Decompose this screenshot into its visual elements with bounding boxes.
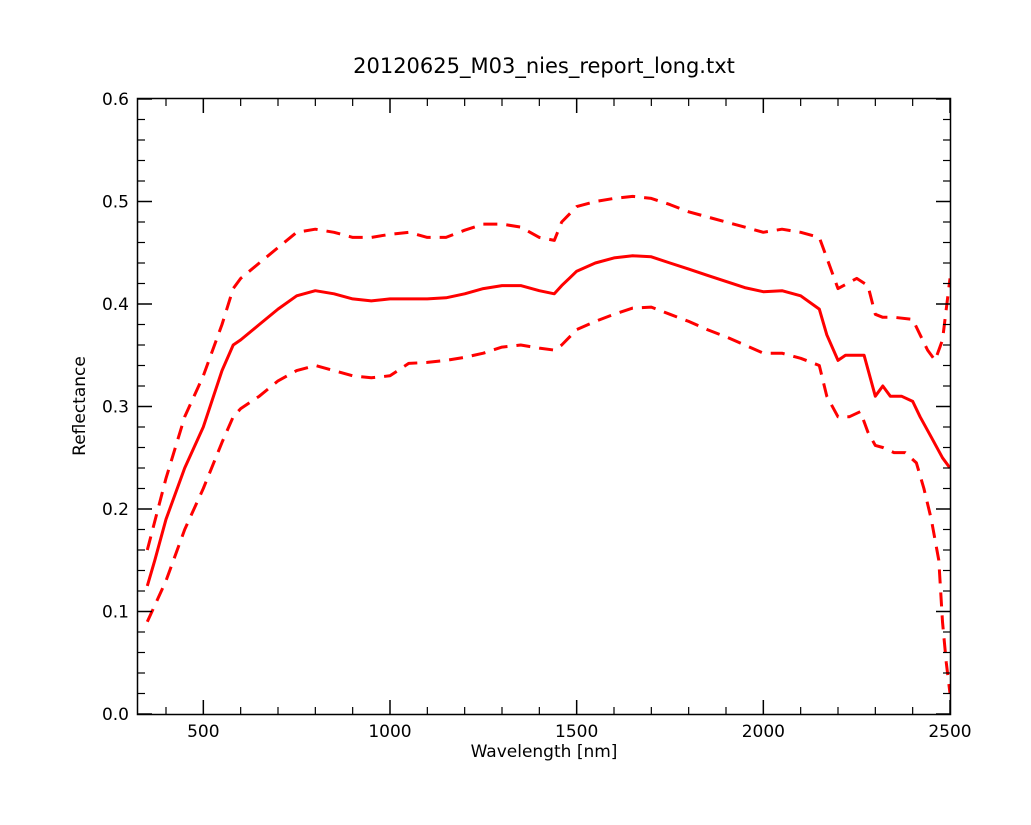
chart-title: 20120625_M03_nies_report_long.txt bbox=[353, 54, 735, 79]
y-tick-label: 0.0 bbox=[102, 705, 129, 725]
y-tick-label: 0.1 bbox=[102, 603, 129, 623]
plot-frame bbox=[136, 97, 952, 716]
series-line-2 bbox=[145, 254, 950, 587]
x-tick-label: 2000 bbox=[742, 722, 785, 742]
y-tick-label: 0.3 bbox=[102, 398, 129, 418]
y-tick-label: 0.2 bbox=[102, 500, 129, 520]
plot-area bbox=[145, 194, 950, 694]
tick-labels: 500 1000 1500 2000 2500 0.0 0.1 0.2 0.3 0.4 0.5 0.6 bbox=[102, 90, 972, 742]
y-tick-label: 0.6 bbox=[102, 90, 129, 110]
series-line-1 bbox=[145, 194, 950, 551]
x-tick-label: 1000 bbox=[368, 722, 411, 742]
x-tick-label: 500 bbox=[187, 722, 219, 742]
y-axis-label: Reflectance bbox=[70, 356, 90, 456]
x-tick-label: 1500 bbox=[555, 722, 598, 742]
x-axis-label: Wavelength [nm] bbox=[471, 742, 618, 762]
y-tick-label: 0.5 bbox=[102, 193, 129, 213]
y-tick-label: 0.4 bbox=[102, 295, 129, 315]
x-tick-label: 2500 bbox=[928, 722, 971, 742]
series-line-3 bbox=[145, 305, 950, 694]
axis-ticks bbox=[138, 98, 951, 715]
